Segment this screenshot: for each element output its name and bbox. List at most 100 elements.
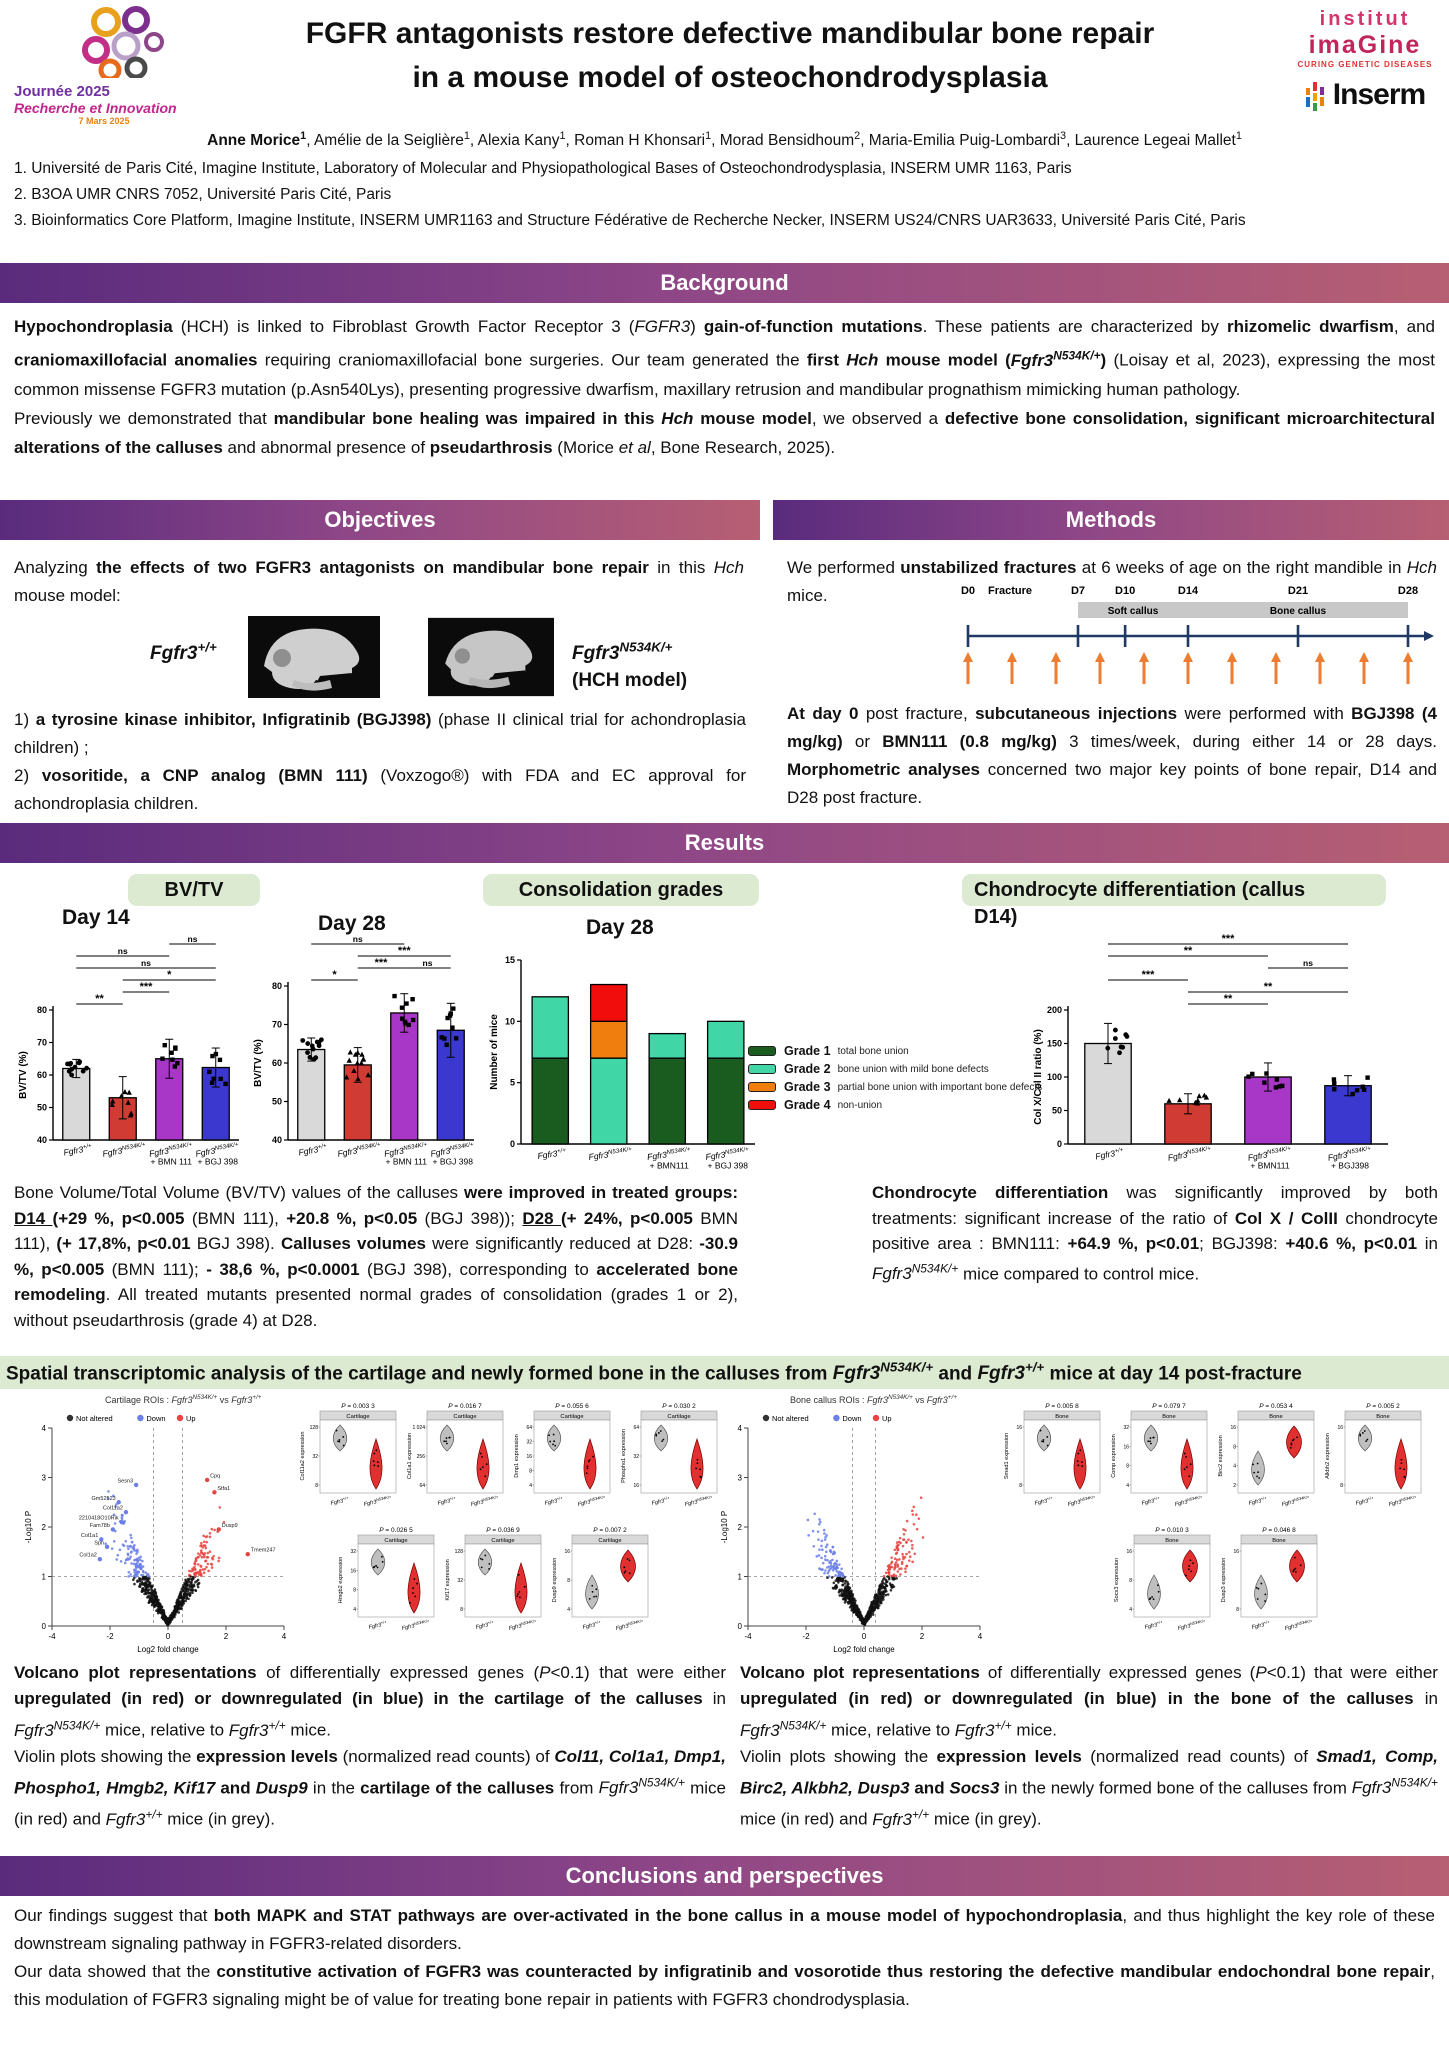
svg-text:100: 100 bbox=[1047, 1072, 1062, 1082]
svg-text:8: 8 bbox=[315, 1483, 318, 1489]
event-logo-line1: Journée 2025 bbox=[14, 83, 110, 100]
svg-text:Fgfr3N534K/+: Fgfr3N534K/+ bbox=[195, 1141, 240, 1159]
skull-wt-label: Fgfr3+/+ bbox=[150, 640, 217, 665]
svg-text:BV/TV (%): BV/TV (%) bbox=[18, 1051, 29, 1099]
legend-swatch bbox=[748, 1046, 776, 1056]
svg-text:Birc2 expression: Birc2 expression bbox=[1218, 1435, 1224, 1476]
svg-text:Socs3 expression: Socs3 expression bbox=[1114, 1558, 1120, 1602]
svg-text:Col1a1: Col1a1 bbox=[81, 1533, 98, 1539]
svg-text:**: ** bbox=[1224, 993, 1233, 1005]
svg-text:D14: D14 bbox=[1178, 585, 1199, 597]
conclusions-banner-title: Conclusions and perspectives bbox=[565, 1863, 884, 1888]
event-logo-line2: Recherche et Innovation bbox=[14, 100, 177, 116]
svg-text:8: 8 bbox=[1340, 1483, 1343, 1489]
svg-text:40: 40 bbox=[37, 1135, 47, 1145]
conclusions-banner: Conclusions and perspectives bbox=[0, 1856, 1449, 1896]
svg-text:P = 0.026 5: P = 0.026 5 bbox=[379, 1527, 413, 1534]
svg-text:D0: D0 bbox=[961, 585, 975, 597]
imagine-logo-line1: institut bbox=[1319, 8, 1411, 30]
methods-banner-title: Methods bbox=[1065, 507, 1157, 532]
objectives-banner: Objectives bbox=[0, 500, 760, 540]
svg-text:8: 8 bbox=[1129, 1578, 1132, 1584]
consolidation-pill-label: Consolidation grades bbox=[518, 878, 724, 901]
svg-text:5: 5 bbox=[510, 1078, 515, 1088]
svg-text:P = 0.079 7: P = 0.079 7 bbox=[1152, 1403, 1186, 1410]
svg-text:0: 0 bbox=[738, 1622, 743, 1631]
svg-text:Fgfr3+/+: Fgfr3+/+ bbox=[1251, 1619, 1272, 1631]
svg-text:Stfa1: Stfa1 bbox=[217, 1486, 230, 1492]
svg-text:Cartilage: Cartilage bbox=[491, 1538, 514, 1544]
violin-row: P = 0.003 3 Cartilage Col11a2 expression 12… bbox=[298, 1400, 721, 1518]
objectives-intro: Analyzing the effects of two FGFR3 antag… bbox=[14, 558, 745, 605]
violin-row: P = 0.005 8 Bone Smad1 expression 16 8 Fgfr3+… bbox=[1002, 1400, 1425, 1518]
svg-text:3: 3 bbox=[738, 1474, 743, 1483]
svg-text:+ BGJ398: + BGJ398 bbox=[1331, 1161, 1369, 1171]
svg-text:**: ** bbox=[1184, 945, 1193, 957]
svg-text:Fgfr3+/+: Fgfr3+/+ bbox=[1094, 1146, 1124, 1161]
svg-text:Fgfr3N534K/+: Fgfr3N534K/+ bbox=[337, 1141, 382, 1159]
svg-text:Col1a1 expression: Col1a1 expression bbox=[407, 1433, 413, 1479]
svg-text:P = 0.005 2: P = 0.005 2 bbox=[1366, 1403, 1400, 1410]
svg-text:Phospho1 expression: Phospho1 expression bbox=[621, 1429, 627, 1483]
svg-text:Up: Up bbox=[882, 1414, 892, 1423]
objectives-item-2: 2) vosoritide, a CNP analog (BMN 111) (V… bbox=[14, 766, 746, 813]
svg-text:***: *** bbox=[398, 945, 412, 957]
svg-text:2210418O10Rik: 2210418O10Rik bbox=[79, 1516, 119, 1522]
objectives-item-1: 1) a tyrosine kinase inhibitor, Infigrat… bbox=[14, 710, 746, 757]
svg-text:80: 80 bbox=[272, 981, 282, 991]
legend-grade-name: Grade 1 bbox=[784, 1044, 831, 1058]
svg-text:8: 8 bbox=[1233, 1444, 1236, 1450]
svg-text:Alkbh2 expression: Alkbh2 expression bbox=[1325, 1433, 1331, 1479]
svg-text:Fgfr3N534K/+: Fgfr3N534K/+ bbox=[430, 1141, 475, 1159]
svg-text:-4: -4 bbox=[48, 1632, 56, 1641]
svg-text:16: 16 bbox=[1233, 1549, 1239, 1555]
svg-text:128: 128 bbox=[455, 1549, 464, 1555]
skull-mut-label-line2: (HCH model) bbox=[572, 670, 688, 692]
svg-text:Fgfr3N534K/+: Fgfr3N534K/+ bbox=[363, 1494, 393, 1508]
chondro-pill-label: Chondrocyte differentiation (callus bbox=[974, 878, 1306, 901]
legend-grade-desc: partial bone union with important bone d… bbox=[837, 1081, 1043, 1093]
svg-text:Smad1 expression: Smad1 expression bbox=[1004, 1433, 1010, 1479]
svg-text:8: 8 bbox=[1236, 1607, 1239, 1613]
inserm-bars-icon bbox=[1305, 82, 1324, 111]
svg-text:0: 0 bbox=[1057, 1139, 1062, 1149]
svg-text:64: 64 bbox=[633, 1425, 639, 1431]
svg-text:Dmp1 expression: Dmp1 expression bbox=[514, 1434, 520, 1478]
svg-text:**: ** bbox=[95, 993, 104, 1005]
svg-text:Kif17 expression: Kif17 expression bbox=[445, 1559, 451, 1600]
svg-text:Bone: Bone bbox=[1165, 1538, 1179, 1544]
skull-mut-image bbox=[428, 617, 554, 697]
legend-grade-desc: bone union with mild bone defects bbox=[837, 1063, 989, 1075]
svg-text:2: 2 bbox=[920, 1632, 925, 1641]
svg-text:+ BMN 111: + BMN 111 bbox=[386, 1157, 428, 1167]
svg-text:2: 2 bbox=[738, 1523, 743, 1532]
caption-right-volcano: Volcano plot representations of differen… bbox=[740, 1663, 1438, 1740]
legend-grade-desc: total bone union bbox=[837, 1045, 909, 1057]
svg-text:Fgfr3N534K/+: Fgfr3N534K/+ bbox=[577, 1494, 607, 1508]
svg-text:4: 4 bbox=[738, 1424, 743, 1433]
svg-text:1 024: 1 024 bbox=[412, 1425, 425, 1431]
svg-text:Fgfr3N534K/+: Fgfr3N534K/+ bbox=[401, 1618, 431, 1632]
skull-wt-image bbox=[248, 616, 380, 698]
svg-text:Col1a2: Col1a2 bbox=[79, 1553, 96, 1559]
svg-text:Cartilage: Cartilage bbox=[667, 1414, 690, 1420]
svg-text:Fgfr3N534K/+: Fgfr3N534K/+ bbox=[1388, 1494, 1418, 1508]
svg-text:16: 16 bbox=[350, 1568, 356, 1574]
svg-text:Fgfr3+/+: Fgfr3+/+ bbox=[1355, 1495, 1376, 1507]
svg-text:Fgfr3+/+: Fgfr3+/+ bbox=[651, 1495, 672, 1507]
consolidation-chart: 0 5 10 15 Number of mice Fgfr3+/+ Fgfr3N534K/+… bbox=[487, 948, 765, 1185]
caption-right-violin: Violin plots showing the expression leve… bbox=[740, 1746, 1438, 1829]
svg-text:50: 50 bbox=[37, 1103, 47, 1113]
legend-item: Grade 2 bone union with mild bone defects bbox=[748, 1062, 1042, 1076]
svg-text:Fgfr3+/+: Fgfr3+/+ bbox=[368, 1619, 389, 1631]
svg-text:60: 60 bbox=[272, 1058, 282, 1068]
conclusions-paragraph-1: Our findings suggest that both MAPK and … bbox=[14, 1906, 1435, 1953]
svg-text:***: *** bbox=[1142, 969, 1156, 981]
svg-text:16: 16 bbox=[1337, 1425, 1343, 1431]
svg-text:Fgfr3N534K/+: Fgfr3N534K/+ bbox=[1174, 1494, 1204, 1508]
legend-grade-desc: non-union bbox=[837, 1099, 883, 1111]
svg-text:10: 10 bbox=[505, 1016, 515, 1026]
svg-text:Fgfr3+/+: Fgfr3+/+ bbox=[63, 1142, 93, 1157]
svg-text:Bone: Bone bbox=[1376, 1414, 1390, 1420]
